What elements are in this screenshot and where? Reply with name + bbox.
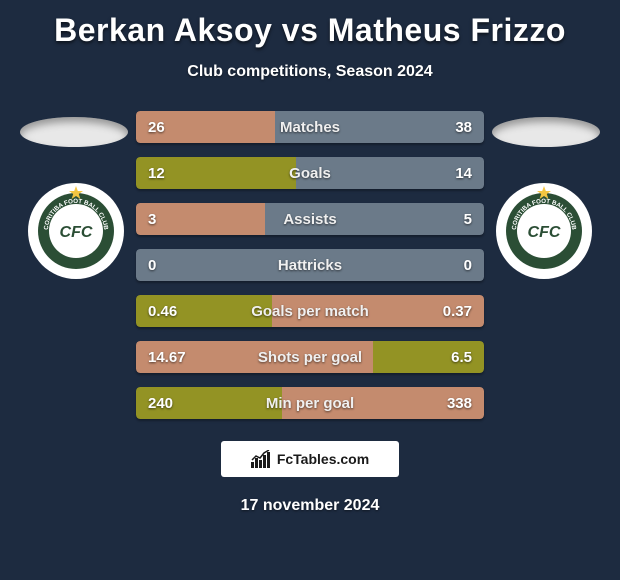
- stat-label: Matches: [136, 111, 484, 143]
- left-club-badge: CFC CORITIBA FOOT BALL CLUB PARANÁ: [26, 181, 126, 281]
- stat-right-value: 6.5: [451, 341, 472, 373]
- stat-left-value: 26: [148, 111, 165, 143]
- stat-right-value: 14: [455, 157, 472, 189]
- stat-label: Goals per match: [136, 295, 484, 327]
- stat-left-value: 0: [148, 249, 156, 281]
- right-player-silhouette: [492, 117, 600, 147]
- right-club-badge: CFC CORITIBA FOOT BALL CLUB PARANÁ: [494, 181, 594, 281]
- stat-right-value: 0.37: [443, 295, 472, 327]
- left-player-silhouette: [20, 117, 128, 147]
- svg-text:CFC: CFC: [528, 224, 561, 241]
- stat-label: Shots per goal: [136, 341, 484, 373]
- brand-text: FcTables.com: [277, 451, 369, 467]
- stat-row: Min per goal240 338: [136, 387, 484, 419]
- stat-left-value: 3: [148, 203, 156, 235]
- stat-row: Hattricks0 0: [136, 249, 484, 281]
- stat-right-value: 38: [455, 111, 472, 143]
- stat-row: Goals12 14: [136, 157, 484, 189]
- stat-label: Assists: [136, 203, 484, 235]
- stat-row: Assists3 5: [136, 203, 484, 235]
- stat-bars: Matches26 38 Goals12 14 Assists3 5 Hattricks0 0…: [136, 111, 484, 419]
- page-title: Berkan Aksoy vs Matheus Frizzo: [0, 0, 620, 49]
- left-player-column: CFC CORITIBA FOOT BALL CLUB PARANÁ: [16, 111, 136, 281]
- stat-left-value: 0.46: [148, 295, 177, 327]
- stat-label: Hattricks: [136, 249, 484, 281]
- right-player-column: CFC CORITIBA FOOT BALL CLUB PARANÁ: [484, 111, 604, 281]
- stat-row: Matches26 38: [136, 111, 484, 143]
- stat-left-value: 12: [148, 157, 165, 189]
- club-crest-icon: CFC CORITIBA FOOT BALL CLUB PARANÁ: [494, 181, 594, 281]
- comparison-panel: CFC CORITIBA FOOT BALL CLUB PARANÁ Match…: [0, 111, 620, 419]
- stat-label: Goals: [136, 157, 484, 189]
- stat-right-value: 5: [464, 203, 472, 235]
- stat-right-value: 0: [464, 249, 472, 281]
- stat-right-value: 338: [447, 387, 472, 419]
- brand-badge: FcTables.com: [221, 441, 399, 477]
- brand-logo-icon: [251, 450, 271, 468]
- svg-text:CFC: CFC: [60, 224, 93, 241]
- stat-left-value: 14.67: [148, 341, 186, 373]
- date-text: 17 november 2024: [0, 497, 620, 515]
- stat-left-value: 240: [148, 387, 173, 419]
- club-crest-icon: CFC CORITIBA FOOT BALL CLUB PARANÁ: [26, 181, 126, 281]
- subtitle: Club competitions, Season 2024: [0, 63, 620, 81]
- stat-row: Goals per match0.46 0.37: [136, 295, 484, 327]
- stat-label: Min per goal: [136, 387, 484, 419]
- stat-row: Shots per goal14.67 6.5: [136, 341, 484, 373]
